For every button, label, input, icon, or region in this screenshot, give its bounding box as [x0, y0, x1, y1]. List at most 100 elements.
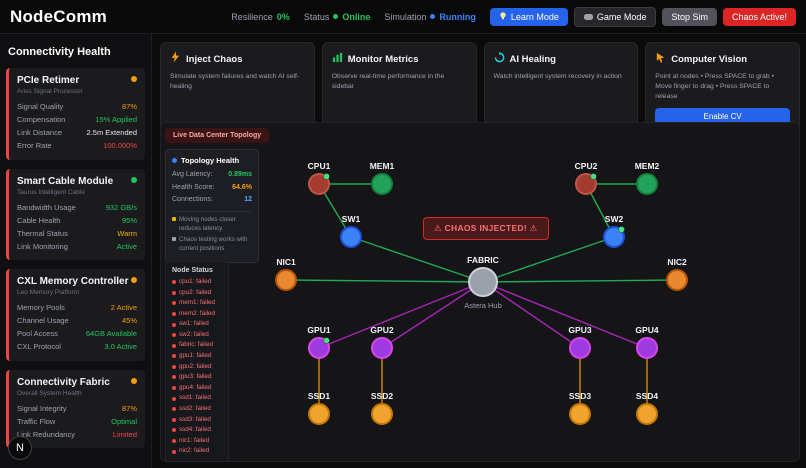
metric-label: Compensation [17, 115, 66, 125]
health-dot-icon [172, 158, 177, 163]
node-status-item-mem1: mem1: failed [172, 298, 222, 309]
node-gpu3[interactable]: GPU3 [568, 325, 592, 359]
node-label-cpu2: CPU2 [575, 161, 598, 171]
tip-text: Moving nodes closer reduces latency [179, 215, 236, 232]
node-circle-mem2[interactable] [636, 173, 658, 195]
node-ssd1[interactable]: SSD1 [308, 391, 330, 425]
node-label-mem2: MEM2 [635, 161, 660, 171]
node-status-item-ssd2: ssd2: failed [172, 404, 222, 415]
node-circle-fabric[interactable] [468, 267, 498, 297]
node-sw2[interactable]: SW2 [603, 214, 625, 248]
node-circle-gpu2[interactable] [371, 337, 393, 359]
node-ssd3[interactable]: SSD3 [569, 391, 591, 425]
info-card-title: AI Healing [509, 53, 556, 65]
failed-dot-icon [172, 386, 176, 391]
node-label-cpu1: CPU1 [308, 161, 331, 171]
failed-dot-icon [172, 417, 176, 422]
node-circle-gpu4[interactable] [636, 337, 658, 359]
failed-dot-icon [172, 290, 176, 295]
node-circle-gpu3[interactable] [569, 337, 591, 359]
failed-dot-icon [172, 449, 176, 454]
node-status-text: gpu1: failed [179, 352, 212, 360]
failed-dot-icon [172, 438, 176, 443]
node-circle-ssd4[interactable] [636, 403, 658, 425]
topology-health-panel: Topology Health Avg Latency: 0.89ms Health… [165, 149, 259, 263]
card-metric-row: Cable Health 95% [17, 214, 137, 227]
node-cpu2[interactable]: CPU2 [575, 161, 598, 195]
node-status-text: cpu2: failed [179, 288, 212, 296]
node-cpu1[interactable]: CPU1 [308, 161, 331, 195]
info-card-inject-chaos: Inject Chaos Simulate system failures and… [160, 42, 315, 133]
node-circle-nic2[interactable] [666, 269, 688, 291]
game-mode-button[interactable]: Game Mode [573, 6, 657, 27]
edge-fabric-gpu1 [318, 281, 484, 349]
metric-value: Active [116, 241, 137, 251]
node-nic2[interactable]: NIC2 [666, 257, 688, 291]
info-card-header: Inject Chaos [170, 50, 305, 68]
card-status-dot-icon [131, 377, 137, 384]
topology-health-tips: Moving nodes closer reduces latency Chaos… [172, 210, 252, 254]
node-circle-ssd2[interactable] [371, 403, 393, 425]
node-gpu2[interactable]: GPU2 [370, 325, 394, 359]
node-status-text: mem1: failed [179, 299, 216, 307]
node-gpu1[interactable]: GPU1 [307, 325, 331, 359]
edge-fabric-gpu3 [482, 281, 581, 349]
metric-label: Traffic Flow [17, 416, 56, 426]
card-subtitle: Overall System Health [17, 389, 82, 397]
node-label-gpu1: GPU1 [307, 325, 330, 335]
node-circle-cpu2[interactable] [575, 173, 597, 195]
n-logo-badge[interactable]: N [8, 436, 32, 460]
learn-mode-button[interactable]: Learn Mode [489, 7, 568, 26]
node-circle-cpu1[interactable] [308, 173, 330, 195]
node-mem2[interactable]: MEM2 [635, 161, 660, 195]
node-circle-sw1[interactable] [340, 226, 362, 248]
node-circle-mem1[interactable] [371, 173, 393, 195]
node-status-text: mem2: failed [179, 309, 216, 317]
node-activity-dot-icon [590, 173, 597, 180]
node-nic1[interactable]: NIC1 [275, 257, 297, 291]
node-activity-dot-icon [323, 337, 330, 344]
node-label-sw1: SW1 [342, 214, 361, 224]
node-ssd4[interactable]: SSD4 [636, 391, 658, 425]
metric-value: 3.0 Active [104, 342, 137, 352]
enable-cv-button[interactable]: Enable CV [655, 107, 790, 125]
metric-label: Pool Access [17, 329, 58, 339]
sidebar-title: Connectivity Health [8, 46, 111, 58]
metric-value: Optimal [111, 416, 137, 426]
tip-icon [172, 236, 176, 241]
node-mem1[interactable]: MEM1 [370, 161, 395, 195]
node-circle-nic1[interactable] [275, 269, 297, 291]
node-status-item-sw2: sw2: failed [172, 330, 222, 341]
node-fabric[interactable]: FABRIC Astera Hub [464, 255, 502, 310]
node-circle-gpu1[interactable] [308, 337, 330, 359]
tip-icon [172, 216, 176, 221]
node-gpu4[interactable]: GPU4 [635, 325, 659, 359]
node-circle-ssd3[interactable] [569, 403, 591, 425]
node-label-ssd2: SSD2 [371, 391, 393, 401]
stop-sim-button[interactable]: Stop Sim [662, 7, 717, 26]
healing-icon [494, 50, 505, 68]
card-title: Smart Cable Module [17, 175, 114, 187]
node-label-ssd1: SSD1 [308, 391, 330, 401]
card-status-dot-icon [131, 176, 137, 183]
node-label-gpu2: GPU2 [370, 325, 393, 335]
node-status-text: cpu1: failed [179, 278, 212, 285]
top-bar: NodeComm Resilience 0% Status Online Simulat… [0, 0, 806, 34]
node-sw1[interactable]: SW1 [340, 214, 362, 248]
edge-sw2-fabric [482, 236, 615, 283]
status-dot-icon [333, 14, 339, 19]
edge-fabric-gpu4 [482, 281, 648, 349]
chaos-active--button[interactable]: Chaos Active! [722, 7, 796, 26]
node-label-fabric: FABRIC [467, 255, 499, 265]
metric-label: Link Monitoring [17, 241, 68, 251]
node-circle-ssd1[interactable] [308, 403, 330, 425]
node-activity-dot-icon [618, 226, 625, 233]
health-card-smart-cable-module: Smart Cable Module Taurus Intelligent Cab… [6, 168, 145, 260]
card-metric-row: Pool Access 64GB Available [17, 327, 137, 340]
node-circle-sw2[interactable] [603, 226, 625, 248]
lightning-icon [170, 50, 181, 68]
metric-value: 64GB Available [85, 329, 137, 339]
node-ssd2[interactable]: SSD2 [371, 391, 393, 425]
info-card-title: Computer Vision [671, 53, 748, 65]
card-metric-row: Error Rate 100.000% [17, 139, 137, 152]
